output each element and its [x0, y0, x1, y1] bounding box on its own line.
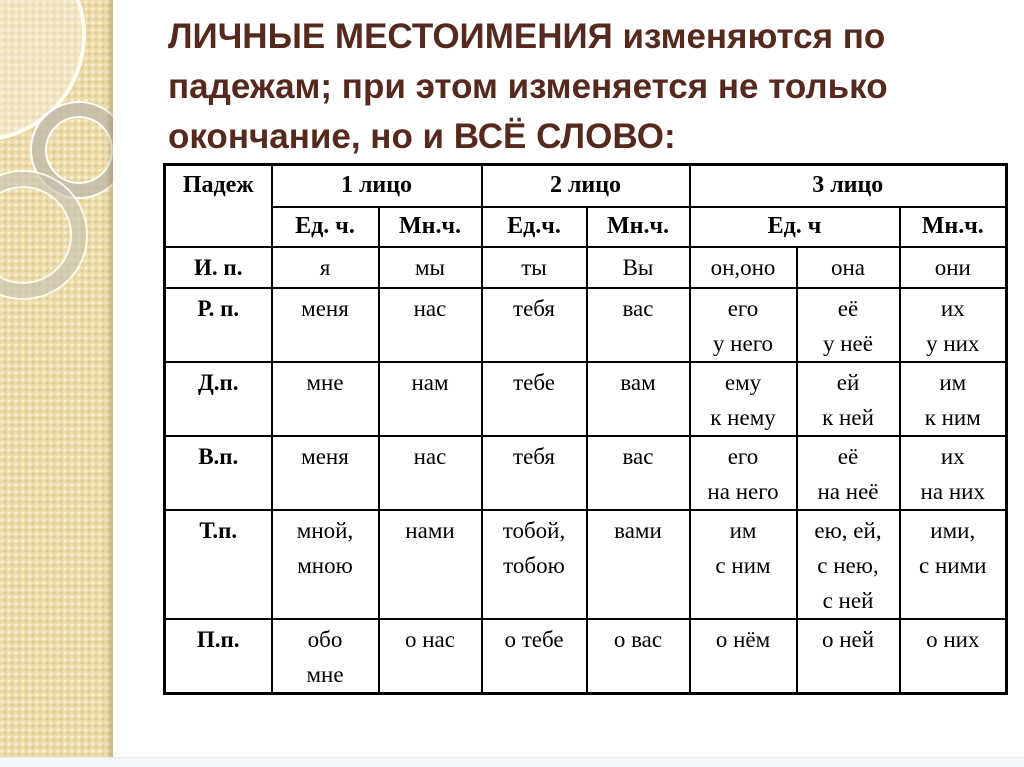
strip-edge-shade	[105, 0, 113, 758]
pronoun-table: Падеж 1 лицо 2 лицо 3 лицо Ед. ч. Мн.ч. Ед.ч. М…	[163, 163, 1008, 695]
decor-bottom-strip	[0, 757, 1024, 767]
decor-side-strip	[0, 0, 113, 758]
number-header-1: Ед. ч.	[270, 205, 380, 248]
slide-title: ЛИЧНЫЕ МЕСТОИМЕНИЯ изменяются по падежам…	[168, 12, 1024, 162]
table-row: П.п. обо мне о нас о тебе о вас о нём о ней о н…	[163, 617, 1008, 694]
number-header-2: Мн.ч.	[377, 205, 483, 248]
pronoun-cell: нам	[377, 360, 483, 437]
person-group-header-2: 2 лицо	[480, 163, 691, 208]
number-header-6: Мн.ч.	[898, 205, 1008, 248]
slide-title-line-1: ЛИЧНЫЕ МЕСТОИМЕНИЯ изменяются по	[168, 17, 886, 56]
pronoun-cell: меня	[270, 434, 380, 511]
person-group-header-3: 3 лицо	[688, 163, 1008, 208]
pronoun-cell: Вы	[585, 245, 691, 289]
pronoun-cell: им с ним	[688, 508, 798, 620]
case-label: Д.п.	[163, 360, 273, 437]
pronoun-cell: нами	[377, 508, 483, 620]
person-group-header-1: 1 лицо	[270, 163, 483, 208]
pronoun-cell: тобой, тобою	[480, 508, 588, 620]
pronoun-cell: их у них	[898, 286, 1008, 363]
case-label: В.п.	[163, 434, 273, 511]
pronoun-cell: мы	[377, 245, 483, 289]
pronoun-cell: мной, мною	[270, 508, 380, 620]
pronoun-cell: вам	[585, 360, 691, 437]
pronoun-cell: о тебе	[480, 617, 588, 694]
pronoun-cell: я	[270, 245, 380, 289]
pronoun-cell: о ней	[795, 617, 901, 694]
pronoun-cell: им к ним	[898, 360, 1008, 437]
pronoun-cell: её у неё	[795, 286, 901, 363]
pronoun-cell: о нас	[377, 617, 483, 694]
number-header-5: Ед. ч	[688, 205, 901, 248]
slide-title-line-3: окончание, но и ВСЁ СЛОВО:	[168, 117, 676, 156]
pronoun-cell: ей к ней	[795, 360, 901, 437]
table-row: Т.п. мной, мною нами тобой, тобою вами им с н…	[163, 508, 1008, 620]
pronoun-cell: вас	[585, 286, 691, 363]
pronoun-cell: о них	[898, 617, 1008, 694]
pronoun-cell: нас	[377, 286, 483, 363]
pronoun-cell: вами	[585, 508, 691, 620]
pronoun-cell: она	[795, 245, 901, 289]
table-row: В.п. меня нас тебя вас его на него её на неё их…	[163, 434, 1008, 511]
pronoun-cell: о нём	[688, 617, 798, 694]
pronoun-cell: её на неё	[795, 434, 901, 511]
pronoun-cell: ты	[480, 245, 588, 289]
pronoun-cell: тебя	[480, 434, 588, 511]
number-header-4: Мн.ч.	[585, 205, 691, 248]
pronoun-cell: обо мне	[270, 617, 380, 694]
case-label: П.п.	[163, 617, 273, 694]
table-row: Р. п. меня нас тебя вас его у него её у неё их …	[163, 286, 1008, 363]
pronoun-cell: они	[898, 245, 1008, 289]
slide-title-line-2: падежам; при этом изменяется не только	[168, 67, 888, 106]
pronoun-cell: его на него	[688, 434, 798, 511]
table-row: И. п. я мы ты Вы он,оно она они	[163, 245, 1008, 289]
pronoun-cell: мне	[270, 360, 380, 437]
case-label: И. п.	[163, 245, 273, 289]
corner-header: Падеж	[163, 163, 273, 248]
pronoun-cell: ею, ей, с нею, с ней	[795, 508, 901, 620]
case-label: Т.п.	[163, 508, 273, 620]
pronoun-cell: он,оно	[688, 245, 798, 289]
pronoun-cell: ими, с ними	[898, 508, 1008, 620]
pronoun-cell: тебе	[480, 360, 588, 437]
pronoun-cell: нас	[377, 434, 483, 511]
pronoun-cell: о вас	[585, 617, 691, 694]
pronoun-cell: ему к нему	[688, 360, 798, 437]
pronoun-cell: меня	[270, 286, 380, 363]
table-row: Д.п. мне нам тебе вам ему к нему ей к ней им к …	[163, 360, 1008, 437]
pronoun-cell: тебя	[480, 286, 588, 363]
case-label: Р. п.	[163, 286, 273, 363]
pronoun-cell: их на них	[898, 434, 1008, 511]
pronoun-cell: вас	[585, 434, 691, 511]
pronoun-cell: его у него	[688, 286, 798, 363]
number-header-3: Ед.ч.	[480, 205, 588, 248]
